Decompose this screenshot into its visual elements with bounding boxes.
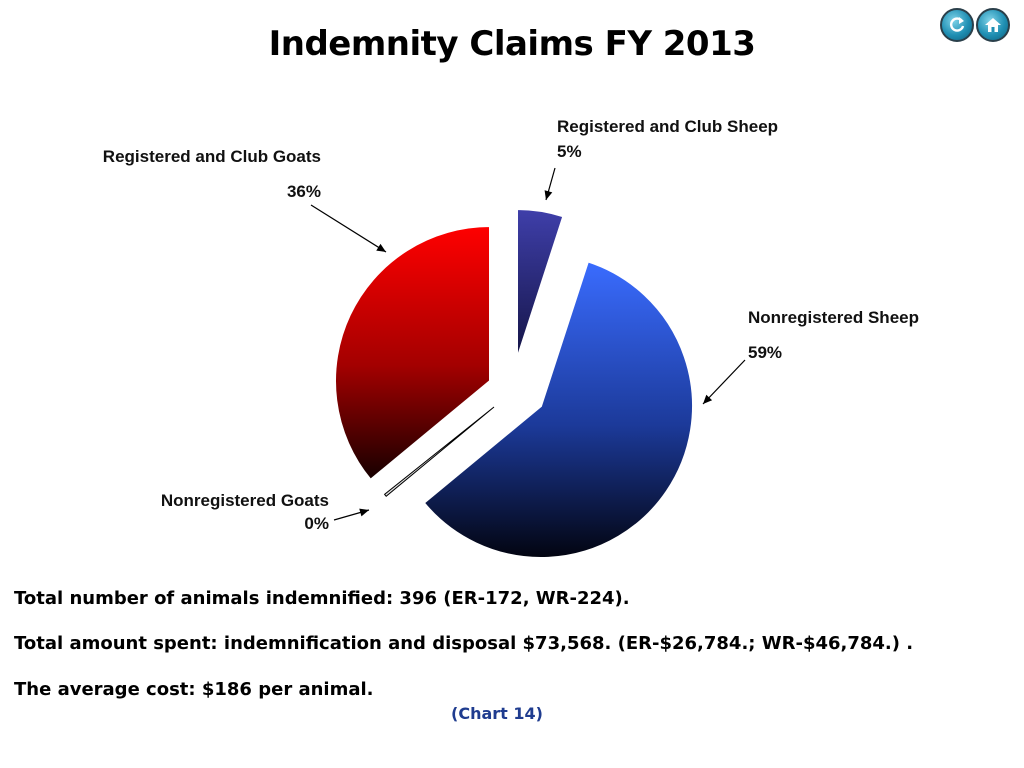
slice-pct-nonregistered-sheep: 59% <box>748 343 783 362</box>
footer-amount-spent: Total amount spent: indemnification and … <box>14 633 914 654</box>
pie-slice-nonregistered-sheep <box>422 260 694 559</box>
leader-registered-sheep-arrowhead <box>544 190 553 200</box>
refresh-icon <box>950 17 965 32</box>
refresh-button[interactable] <box>940 8 974 42</box>
chart-reference: (Chart 14) <box>451 704 543 723</box>
leader-nonregistered-sheep-arrowhead <box>703 394 713 404</box>
slice-label-nonregistered-goats: Nonregistered Goats 0% <box>120 491 329 534</box>
leader-registered-goats-arrowhead <box>376 243 386 252</box>
pie-slice-nonregistered-goats <box>383 406 495 497</box>
slice-name-registered-sheep: Registered and Club Sheep <box>557 117 779 136</box>
slice-pct-registered-goats: 36% <box>286 182 321 201</box>
slice-name-nonregistered-goats: Nonregistered Goats <box>160 491 329 510</box>
slice-name-registered-goats: Registered and Club Goats <box>102 147 321 166</box>
slice-name-nonregistered-sheep: Nonregistered Sheep <box>748 308 919 327</box>
slice-label-registered-goats: Registered and Club Goats 36% <box>66 147 321 202</box>
pie-slice-registered-sheep <box>516 207 565 360</box>
footer-animals-total: Total number of animals indemnified: 396… <box>14 588 630 609</box>
slice-label-registered-sheep: Registered and Club Sheep 5% <box>557 117 778 162</box>
footer-average-cost: The average cost: $186 per animal. <box>14 679 374 700</box>
home-icon <box>985 18 1001 32</box>
home-button[interactable] <box>976 8 1010 42</box>
pie-slice-registered-goats <box>334 224 491 482</box>
slice-pct-nonregistered-goats: 0% <box>304 514 329 533</box>
leader-nonregistered-sheep <box>702 359 746 405</box>
chart-title: Indemnity Claims FY 2013 <box>268 24 756 64</box>
slice-pct-registered-sheep: 5% <box>557 142 582 161</box>
leader-nonregistered-goats-arrowhead <box>359 508 369 517</box>
leader-registered-goats <box>310 204 387 253</box>
slice-label-nonregistered-sheep: Nonregistered Sheep 59% <box>748 308 919 363</box>
